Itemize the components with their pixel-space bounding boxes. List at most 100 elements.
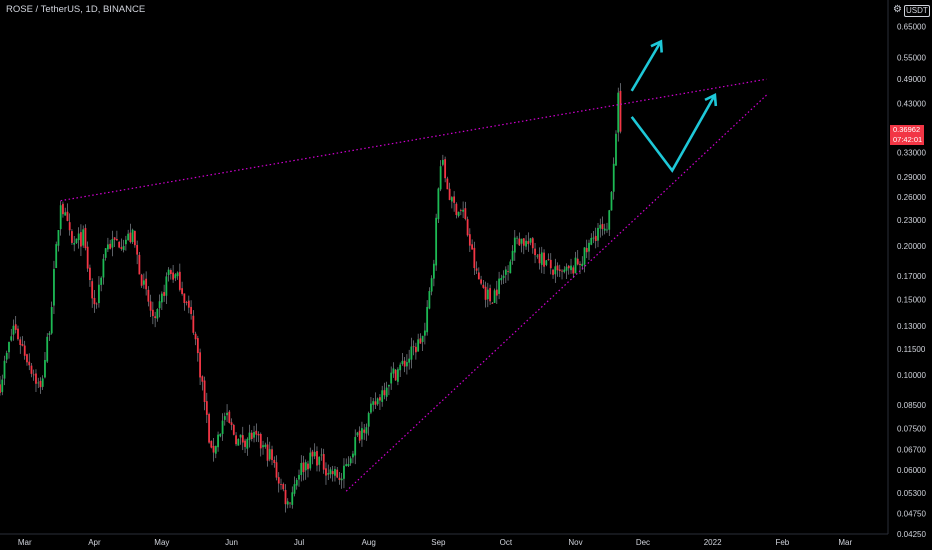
candle	[325, 462, 327, 485]
candle	[612, 157, 615, 200]
candle-body	[468, 234, 471, 246]
candle-body	[464, 208, 467, 219]
candle	[441, 154, 444, 167]
candle	[552, 268, 554, 279]
candle	[3, 355, 6, 386]
candle	[253, 425, 255, 443]
candle-body	[192, 315, 195, 333]
candle-body	[190, 306, 192, 315]
time-axis-panel[interactable]	[0, 534, 932, 550]
price-tick-11: 0.13000	[897, 322, 926, 331]
candle	[376, 397, 379, 406]
candle-body	[129, 232, 132, 243]
candle-body	[300, 463, 303, 475]
candle	[93, 290, 96, 313]
candle-body	[138, 254, 141, 275]
candle-body	[361, 428, 363, 440]
price-tick-13: 0.10000	[897, 371, 926, 380]
candle-body	[226, 412, 228, 416]
candle	[84, 224, 87, 251]
candle-body	[142, 280, 145, 285]
price-tick-19: 0.04750	[897, 509, 926, 518]
candle-body	[322, 454, 325, 470]
candle-body	[259, 434, 262, 449]
candle	[104, 247, 107, 261]
candle	[439, 160, 442, 192]
candle	[556, 262, 559, 277]
candle-body	[313, 451, 316, 457]
time-tick-9: Dec	[636, 538, 650, 547]
candle-body	[201, 376, 204, 382]
gear-icon[interactable]: ⚙	[893, 4, 902, 15]
candle-body	[120, 247, 123, 249]
candle	[75, 238, 78, 245]
candle-body	[579, 263, 581, 266]
candle	[259, 432, 262, 457]
candle	[617, 87, 620, 142]
candle-body	[459, 210, 462, 211]
candle	[464, 201, 467, 221]
candle-body	[489, 288, 491, 302]
candle	[291, 486, 294, 509]
candle-body	[406, 362, 408, 367]
candle	[397, 367, 399, 386]
candle-body	[547, 259, 550, 260]
candle	[401, 353, 404, 366]
candle	[432, 259, 435, 287]
candle-body	[435, 217, 438, 266]
candle	[176, 271, 179, 280]
price-tick-0: 0.65000	[897, 23, 926, 32]
candle-body	[549, 259, 552, 269]
candle-body	[217, 434, 219, 448]
candle-body	[457, 211, 460, 217]
candle	[77, 227, 80, 249]
candle	[331, 465, 334, 482]
time-tick-8: Nov	[568, 538, 582, 547]
candle-body	[68, 222, 71, 231]
candle	[57, 230, 60, 252]
candle-body	[77, 233, 80, 241]
candle-body	[127, 233, 130, 241]
candle-body	[581, 263, 584, 267]
candle-body	[244, 440, 246, 447]
candle	[298, 469, 300, 487]
candle-body	[507, 271, 509, 273]
candle	[502, 270, 505, 285]
candle-body	[338, 477, 341, 481]
candle-body	[527, 241, 530, 245]
candle	[340, 472, 343, 489]
candle-body	[169, 270, 172, 275]
candle-body	[116, 238, 118, 241]
candle	[250, 429, 253, 442]
candle-body	[585, 247, 588, 253]
candle-body	[8, 342, 10, 353]
candle-body	[262, 445, 264, 448]
candle	[21, 336, 24, 347]
candle	[140, 273, 143, 288]
candle-body	[381, 390, 384, 402]
candle-body	[354, 436, 357, 456]
candle	[336, 467, 339, 479]
time-tick-7: Oct	[500, 538, 513, 547]
candle	[19, 336, 22, 354]
candle	[244, 438, 246, 453]
candle-body	[93, 297, 96, 305]
candle-body	[516, 237, 518, 239]
price-tick-1: 0.55000	[897, 54, 926, 63]
candle	[109, 239, 112, 250]
price-tick-5: 0.29000	[897, 173, 926, 182]
candle	[334, 466, 336, 482]
currency-label[interactable]: USDT	[904, 5, 930, 17]
candle-body	[529, 238, 532, 243]
price-axis-panel[interactable]	[888, 0, 932, 534]
candle-body	[12, 325, 15, 335]
candle	[534, 243, 536, 264]
candle	[55, 241, 58, 269]
candle	[147, 286, 150, 307]
candle-body	[397, 369, 399, 382]
arrow-head-3	[704, 93, 718, 107]
candle-body	[71, 231, 73, 243]
candle	[473, 241, 476, 276]
candle	[307, 460, 309, 478]
